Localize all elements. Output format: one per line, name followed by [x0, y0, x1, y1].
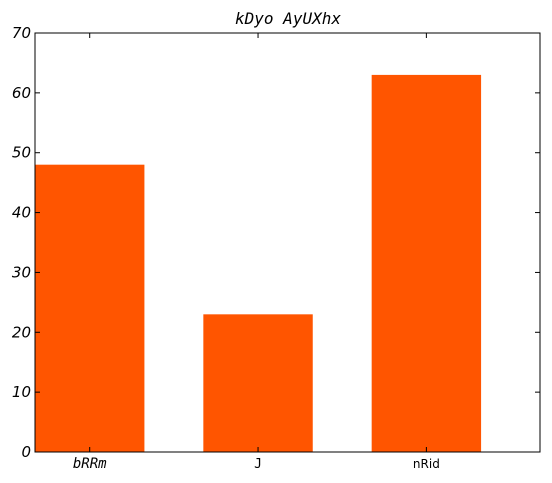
y-tick-label-40: 40	[12, 204, 31, 222]
bar-J	[203, 314, 313, 452]
x-tick-label-J: J	[254, 457, 262, 472]
y-tick-label-70: 70	[12, 24, 31, 42]
x-tick-label-nRid: nRid	[413, 457, 440, 471]
bars-group	[35, 74, 482, 453]
y-tick-label-30: 30	[12, 263, 31, 281]
x-tick-label-bRRm: bRRm	[73, 456, 107, 472]
y-tick-label-20: 20	[12, 323, 31, 341]
y-axis: 0 10 20 30 40 50 60 70	[12, 24, 540, 461]
plot-frame	[34, 32, 541, 453]
bar-nRid	[371, 74, 482, 453]
y-tick-label-50: 50	[12, 144, 31, 162]
y-tick-label-10: 10	[12, 383, 31, 401]
chart-title: kDyo AyUXhx	[235, 9, 341, 28]
y-tick-label-60: 60	[12, 84, 31, 102]
bar-bRRm	[35, 164, 145, 452]
y-tick-label-0: 0	[21, 443, 31, 461]
